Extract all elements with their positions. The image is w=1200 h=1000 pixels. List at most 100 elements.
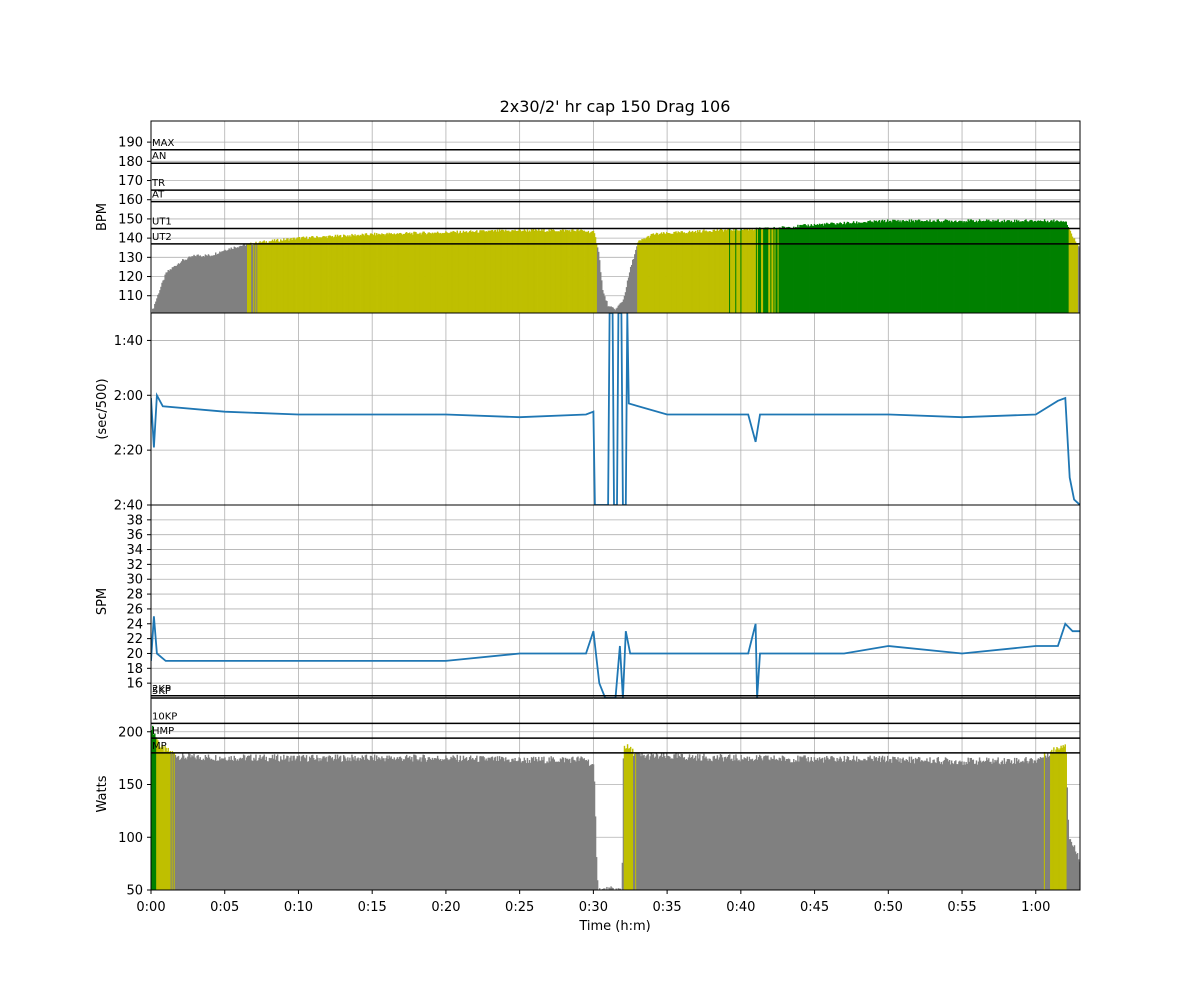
heart-rate-bar (605, 300, 607, 313)
power-bar (451, 758, 453, 890)
power-bar (603, 888, 605, 890)
heart-rate-bar (495, 231, 498, 313)
xtick-0: 0:00 (136, 900, 165, 915)
heart-rate-bar (533, 230, 536, 313)
power-bar (864, 758, 866, 890)
power-bar (158, 746, 160, 890)
power-bar (963, 761, 965, 890)
power-bar (181, 753, 184, 890)
heart-rate-bar (262, 241, 264, 313)
power-bar (1018, 759, 1020, 890)
heart-rate-bar (336, 234, 339, 313)
power-bar (908, 756, 911, 890)
heart-rate-bar (699, 229, 701, 313)
heart-rate-bar (716, 229, 719, 313)
heart-rate-bar (410, 233, 412, 313)
heart-rate-bar (517, 230, 519, 313)
heart-rate-bar (419, 232, 421, 313)
power-bar (285, 758, 287, 890)
stroke-rate-line (151, 616, 1080, 698)
power-bar (764, 755, 766, 890)
power-bar (408, 757, 410, 890)
power-bar (291, 760, 293, 890)
heart-rate-bar (159, 290, 161, 313)
power-bar (184, 758, 186, 890)
power-bar (237, 760, 240, 890)
power-bar (186, 759, 188, 890)
heart-rate-bar (921, 220, 923, 313)
power-bar (256, 760, 258, 890)
power-bar (958, 761, 960, 890)
power-bar (429, 758, 432, 890)
power-bar (465, 757, 468, 890)
heart-rate-bar (542, 230, 544, 313)
heart-rate-bar (660, 232, 663, 313)
power-bar (394, 760, 397, 890)
power-bar (475, 757, 477, 890)
heart-rate-bar (1000, 221, 1002, 313)
heart-rate-bar (1035, 221, 1038, 313)
power-bar (486, 760, 488, 890)
heart-rate-bar (913, 222, 916, 313)
power-bar (252, 760, 254, 890)
power-bar (894, 756, 896, 890)
power-bar (189, 754, 191, 890)
heart-rate-bar (208, 255, 211, 313)
power-bar (980, 762, 983, 890)
power-bar (659, 755, 662, 890)
heart-rate-bar (553, 230, 555, 313)
heart-rate-bar (361, 233, 364, 313)
power-bar (1073, 845, 1076, 890)
power-bar (622, 758, 625, 890)
power-bar (916, 758, 919, 890)
heart-rate-bar (975, 220, 978, 313)
heart-rate-bar (326, 238, 328, 313)
power-bar (871, 758, 873, 890)
heart-rate-bar (351, 233, 353, 313)
heart-rate-bar (1025, 219, 1027, 313)
power-bar (743, 757, 745, 890)
power-bar (356, 758, 358, 890)
heart-rate-bar (618, 304, 621, 313)
heart-rate-bar (474, 232, 476, 313)
heart-rate-bar (835, 224, 837, 313)
power-bar (586, 761, 589, 890)
power-bar (244, 760, 247, 890)
power-bar (378, 757, 380, 890)
power-bar (262, 756, 264, 890)
power-bar (632, 748, 634, 890)
heart-rate-bar (937, 219, 939, 313)
power-bar (533, 760, 536, 890)
power-bar (829, 759, 831, 890)
heart-rate-bar (657, 234, 660, 313)
heart-rate-bar (432, 233, 435, 313)
heart-rate-bar (1003, 219, 1006, 313)
power-bar (1016, 757, 1018, 890)
heart-rate-bar (390, 233, 392, 313)
power-bar (800, 756, 802, 890)
heart-rate-bar (916, 220, 919, 313)
power-bar (828, 759, 830, 890)
power-bar (330, 758, 333, 890)
heart-rate-bar (870, 221, 872, 313)
heart-rate-bar (1053, 219, 1055, 313)
heart-rate-bar (584, 231, 586, 313)
power-bar (1009, 762, 1012, 890)
heart-rate-zone-label-ut2: UT2 (152, 232, 172, 243)
heart-rate-bar (714, 230, 717, 313)
power-bar (714, 758, 717, 890)
power-bar (680, 753, 682, 890)
power-bar (612, 888, 614, 890)
power-bar (273, 754, 276, 890)
heart-rate-bar (328, 235, 330, 313)
heart-rate-bar (719, 228, 722, 313)
power-bar (185, 757, 187, 890)
power-bar (595, 857, 598, 890)
power-ylabel: Watts (95, 775, 110, 812)
heart-rate-bar (293, 237, 295, 313)
power-bar (297, 756, 300, 890)
xtick-7: 0:35 (653, 900, 682, 915)
heart-rate-bar (904, 221, 906, 313)
heart-rate-bar (715, 230, 718, 313)
power-bar (509, 762, 511, 890)
